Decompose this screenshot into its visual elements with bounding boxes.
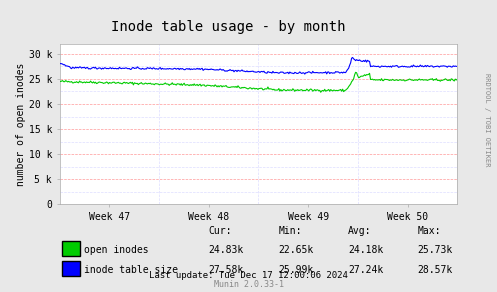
Text: 28.57k: 28.57k	[417, 265, 453, 275]
Y-axis label: number of open inodes: number of open inodes	[16, 62, 26, 186]
Text: 22.65k: 22.65k	[278, 245, 314, 255]
Text: open inodes: open inodes	[84, 245, 149, 255]
Text: Munin 2.0.33-1: Munin 2.0.33-1	[214, 280, 283, 289]
Text: Last update: Tue Dec 17 12:00:06 2024: Last update: Tue Dec 17 12:00:06 2024	[149, 271, 348, 280]
Text: 25.99k: 25.99k	[278, 265, 314, 275]
Text: 24.83k: 24.83k	[209, 245, 244, 255]
Text: 25.73k: 25.73k	[417, 245, 453, 255]
Text: inode table size: inode table size	[84, 265, 178, 275]
Text: Min:: Min:	[278, 226, 302, 236]
Text: 24.18k: 24.18k	[348, 245, 383, 255]
Text: Inode table usage - by month: Inode table usage - by month	[111, 20, 346, 34]
Text: Cur:: Cur:	[209, 226, 232, 236]
Text: 27.58k: 27.58k	[209, 265, 244, 275]
Text: Avg:: Avg:	[348, 226, 371, 236]
Text: RRDTOOL / TOBI OETIKER: RRDTOOL / TOBI OETIKER	[484, 73, 490, 166]
Text: 27.24k: 27.24k	[348, 265, 383, 275]
Text: Max:: Max:	[417, 226, 441, 236]
